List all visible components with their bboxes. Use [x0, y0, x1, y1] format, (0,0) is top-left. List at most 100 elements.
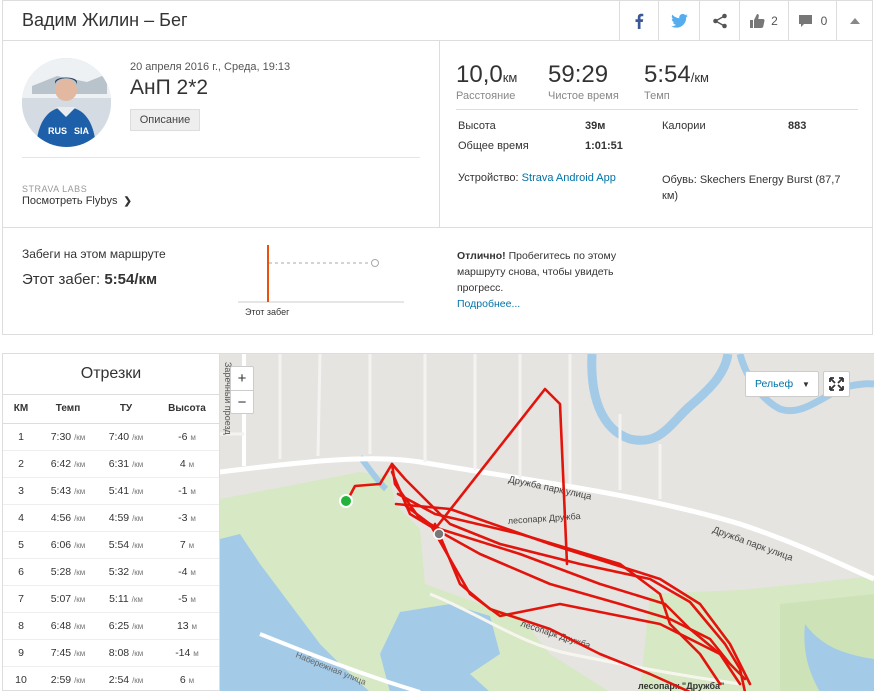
kudos-count: 2 [771, 13, 778, 28]
twitter-share-button[interactable] [658, 1, 699, 40]
pace-unit: /км [74, 486, 86, 496]
split-elevation: 7 м [155, 531, 219, 559]
shoes-value: Skechers Energy Burst (87,7 км) [662, 174, 841, 202]
split-gap-value: 8:08 [108, 646, 130, 659]
chart-label: Этот забег [245, 307, 290, 317]
strava-labs-label: STRAVA LABS [22, 184, 88, 194]
activity-name: АнП 2*2 [130, 76, 209, 99]
river [587, 354, 733, 445]
svg-text:SIA: SIA [74, 126, 90, 136]
pace-unit: /км [74, 594, 86, 604]
split-pace-value: 5:07 [50, 592, 72, 605]
split-elevation: 13 м [155, 612, 219, 640]
flyby-link[interactable]: Посмотреть Flybys ❯ [22, 195, 132, 207]
split-gap: 5:41 /км [97, 477, 155, 505]
split-pace-value: 5:43 [50, 484, 72, 497]
split-elev-value: -1 [178, 484, 188, 497]
split-elev-value: -4 [178, 565, 188, 578]
collapse-button[interactable] [836, 1, 872, 40]
split-elev-value: -3 [178, 511, 188, 524]
pace-unit: /км [132, 648, 144, 658]
pace-unit: /км [74, 540, 86, 550]
split-elev-value: 6 [179, 673, 186, 686]
split-row: 10 2:59 /км 2:54 /км 6 м [3, 666, 219, 690]
shoes-label: Обувь: [662, 174, 697, 186]
split-gap-value: 6:25 [108, 619, 130, 632]
share-button[interactable] [699, 1, 739, 40]
comment-icon [798, 14, 812, 27]
split-km: 9 [3, 639, 39, 667]
split-row: 4 4:56 /км 4:59 /км -3 м [3, 504, 219, 532]
zoom-in-button[interactable]: + [237, 370, 247, 387]
path [429, 592, 741, 686]
comments-count: 0 [820, 13, 828, 28]
fullscreen-button[interactable] [823, 371, 850, 397]
split-km: 1 [3, 423, 39, 451]
split-pace: 5:43 /км [39, 477, 97, 505]
elev-unit: м [190, 486, 196, 496]
finish-marker [433, 528, 445, 540]
great-bold: Отлично! [457, 250, 506, 262]
map-canvas[interactable]: Заречный проезд Дружба парк улица Дружба… [220, 354, 874, 691]
facebook-share-button[interactable] [619, 1, 658, 40]
street-label: Заречный проезд [223, 362, 233, 435]
athlete-avatar[interactable]: RUS SIA [22, 58, 111, 147]
device-info: Устройство: Strava Android App [458, 172, 616, 184]
activity-card: Вадим Жилин – Бег 2 0 [2, 0, 873, 335]
this-run-value: 5:54/км [104, 271, 158, 288]
lake [380, 604, 500, 691]
route-track [345, 387, 752, 691]
pond [804, 624, 874, 691]
split-pace-value: 7:30 [50, 430, 72, 443]
split-row: 3 5:43 /км 5:41 /км -1 м [3, 477, 219, 505]
divider [456, 109, 858, 110]
split-km: 8 [3, 612, 39, 640]
split-pace-value: 6:48 [50, 619, 72, 632]
activity-stats: 10,0км Расстояние 59:29 Чистое время 5:5… [441, 41, 873, 227]
this-run-label: Этот забег: [22, 271, 101, 288]
split-row: 9 7:45 /км 8:08 /км -14 м [3, 639, 219, 667]
start-marker [339, 494, 353, 508]
elev-unit: м [190, 432, 196, 442]
kudos-button[interactable]: 2 [739, 1, 788, 40]
split-pace-value: 6:42 [50, 457, 72, 470]
elev-unit: м [188, 675, 195, 685]
pace-unit: /км [131, 594, 143, 604]
zoom-out-button[interactable]: − [231, 390, 253, 413]
device-link[interactable]: Strava Android App [521, 172, 616, 184]
split-gap: 5:32 /км [97, 558, 155, 586]
route-message: Отлично! Пробегитесь по этому маршруту с… [457, 248, 642, 312]
pace-unit: /км [132, 513, 144, 523]
col-km: КМ [3, 395, 39, 424]
divider [22, 157, 420, 158]
route-map[interactable]: Заречный проезд Дружба парк улица Дружба… [220, 353, 874, 691]
header-actions: 2 0 [619, 1, 872, 40]
split-row: 1 7:30 /км 7:40 /км -6 м [3, 423, 219, 451]
activity-header: Вадим Жилин – Бег 2 0 [3, 1, 872, 41]
pace-label: Темп [644, 90, 670, 102]
shoes-info: Обувь: Skechers Energy Burst (87,7 км) [662, 172, 852, 204]
pace-unit: /км [74, 459, 86, 469]
split-gap-value: 4:59 [108, 511, 130, 524]
park-label: лесопарк "Дружба" [638, 681, 724, 691]
comment-button[interactable]: 0 [788, 1, 836, 40]
more-link[interactable]: Подробнее... [457, 298, 521, 310]
share-icon [712, 13, 727, 28]
map-layer-select[interactable]: Рельеф ▼ [745, 371, 819, 397]
split-km: 6 [3, 558, 39, 586]
pace-value: 5:54 [644, 61, 691, 88]
split-km: 10 [3, 666, 39, 690]
park-label: лесопарк Дружба [507, 511, 580, 526]
split-gap: 8:08 /км [97, 639, 155, 667]
description-button[interactable]: Описание [130, 109, 200, 131]
split-pace: 5:28 /км [39, 558, 97, 586]
elapsed-time-label: Общее время [458, 140, 529, 152]
split-elev-value: 13 [176, 619, 189, 632]
split-elevation: -3 м [155, 504, 219, 532]
moving-time-label: Чистое время [548, 90, 619, 102]
split-row: 5 6:06 /км 5:54 /км 7 м [3, 531, 219, 559]
splits-header-row: КМ Темп ТУ Высота [3, 395, 219, 424]
split-pace-value: 6:06 [50, 538, 72, 551]
split-gap: 6:25 /км [97, 612, 155, 640]
